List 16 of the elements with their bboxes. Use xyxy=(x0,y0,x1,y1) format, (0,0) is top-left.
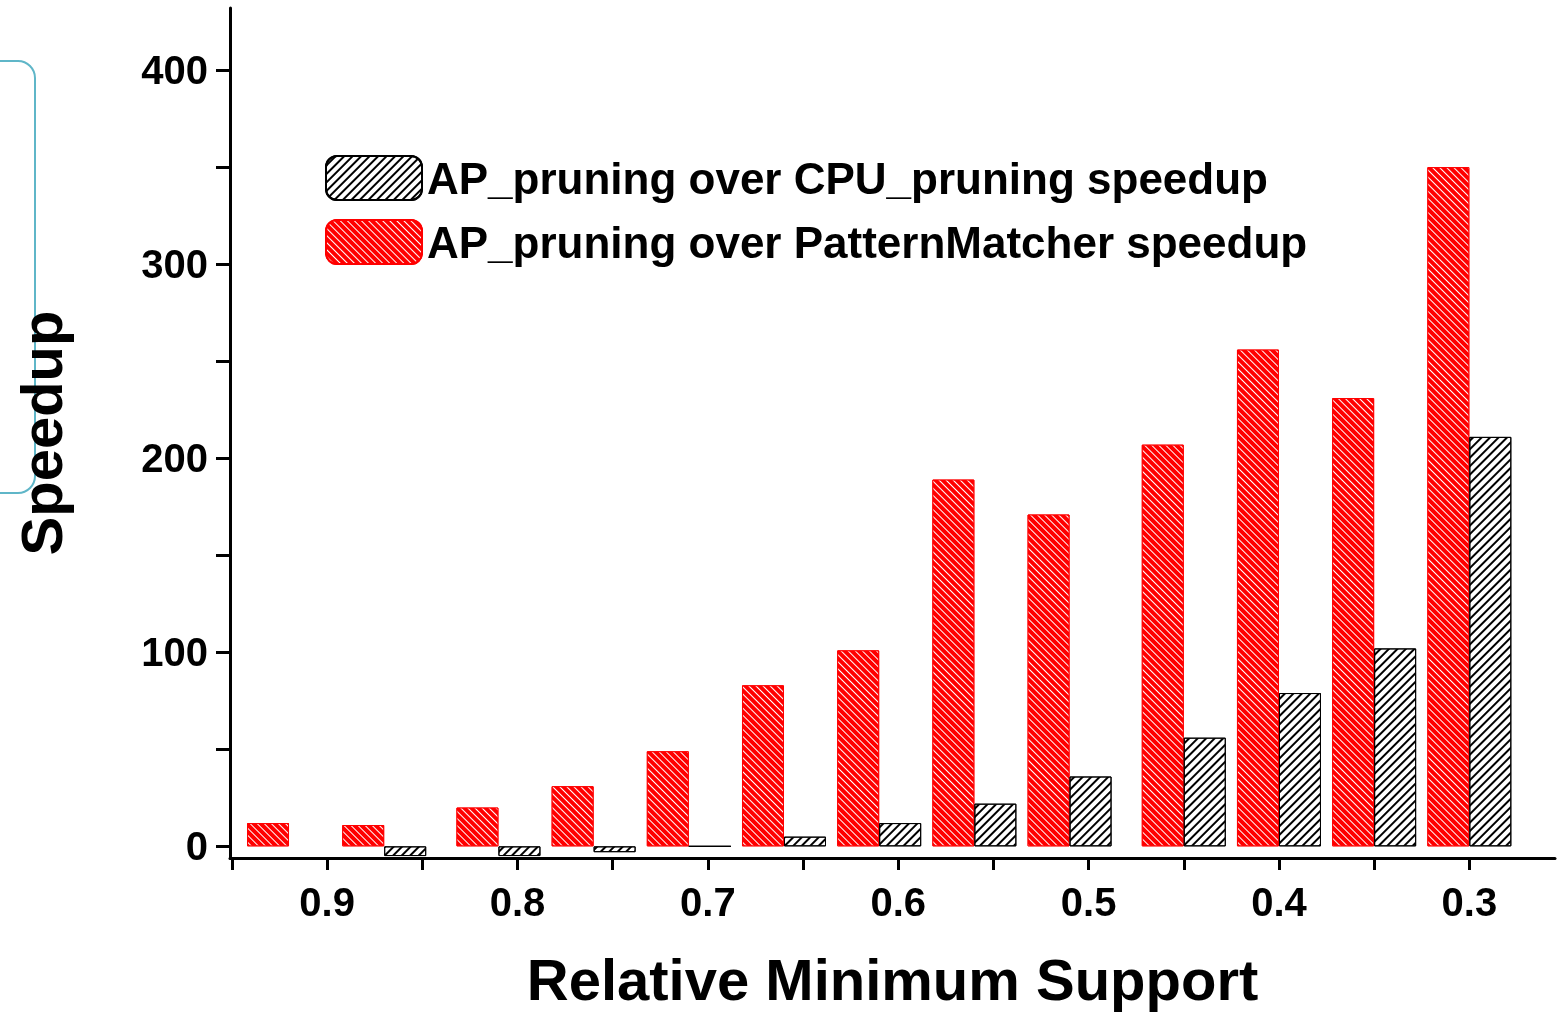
x-tick-label: 0.6 xyxy=(870,880,927,924)
x-tick-label: 0.9 xyxy=(299,880,355,924)
y-tick-label: 100 xyxy=(141,630,208,675)
y-axis-title: Speedup xyxy=(8,310,74,556)
y-tick-label: 400 xyxy=(141,48,208,93)
legend-label: AP_pruning over CPU_pruning speedup xyxy=(427,153,1268,203)
x-axis-title: Relative Minimum Support xyxy=(526,946,1259,1012)
y-tick-label: 0 xyxy=(185,824,208,869)
x-tick-label: 0.5 xyxy=(1060,880,1117,924)
x-tick-label: 0.4 xyxy=(1251,880,1308,924)
legend-label: AP_pruning over PatternMatcher speedup xyxy=(427,217,1308,267)
x-tick-label: 0.8 xyxy=(489,880,546,924)
x-tick-label: 0.7 xyxy=(680,880,736,924)
y-tick-label: 200 xyxy=(141,436,208,481)
x-tick-label: 0.3 xyxy=(1441,880,1498,924)
y-tick-label: 300 xyxy=(141,242,208,287)
